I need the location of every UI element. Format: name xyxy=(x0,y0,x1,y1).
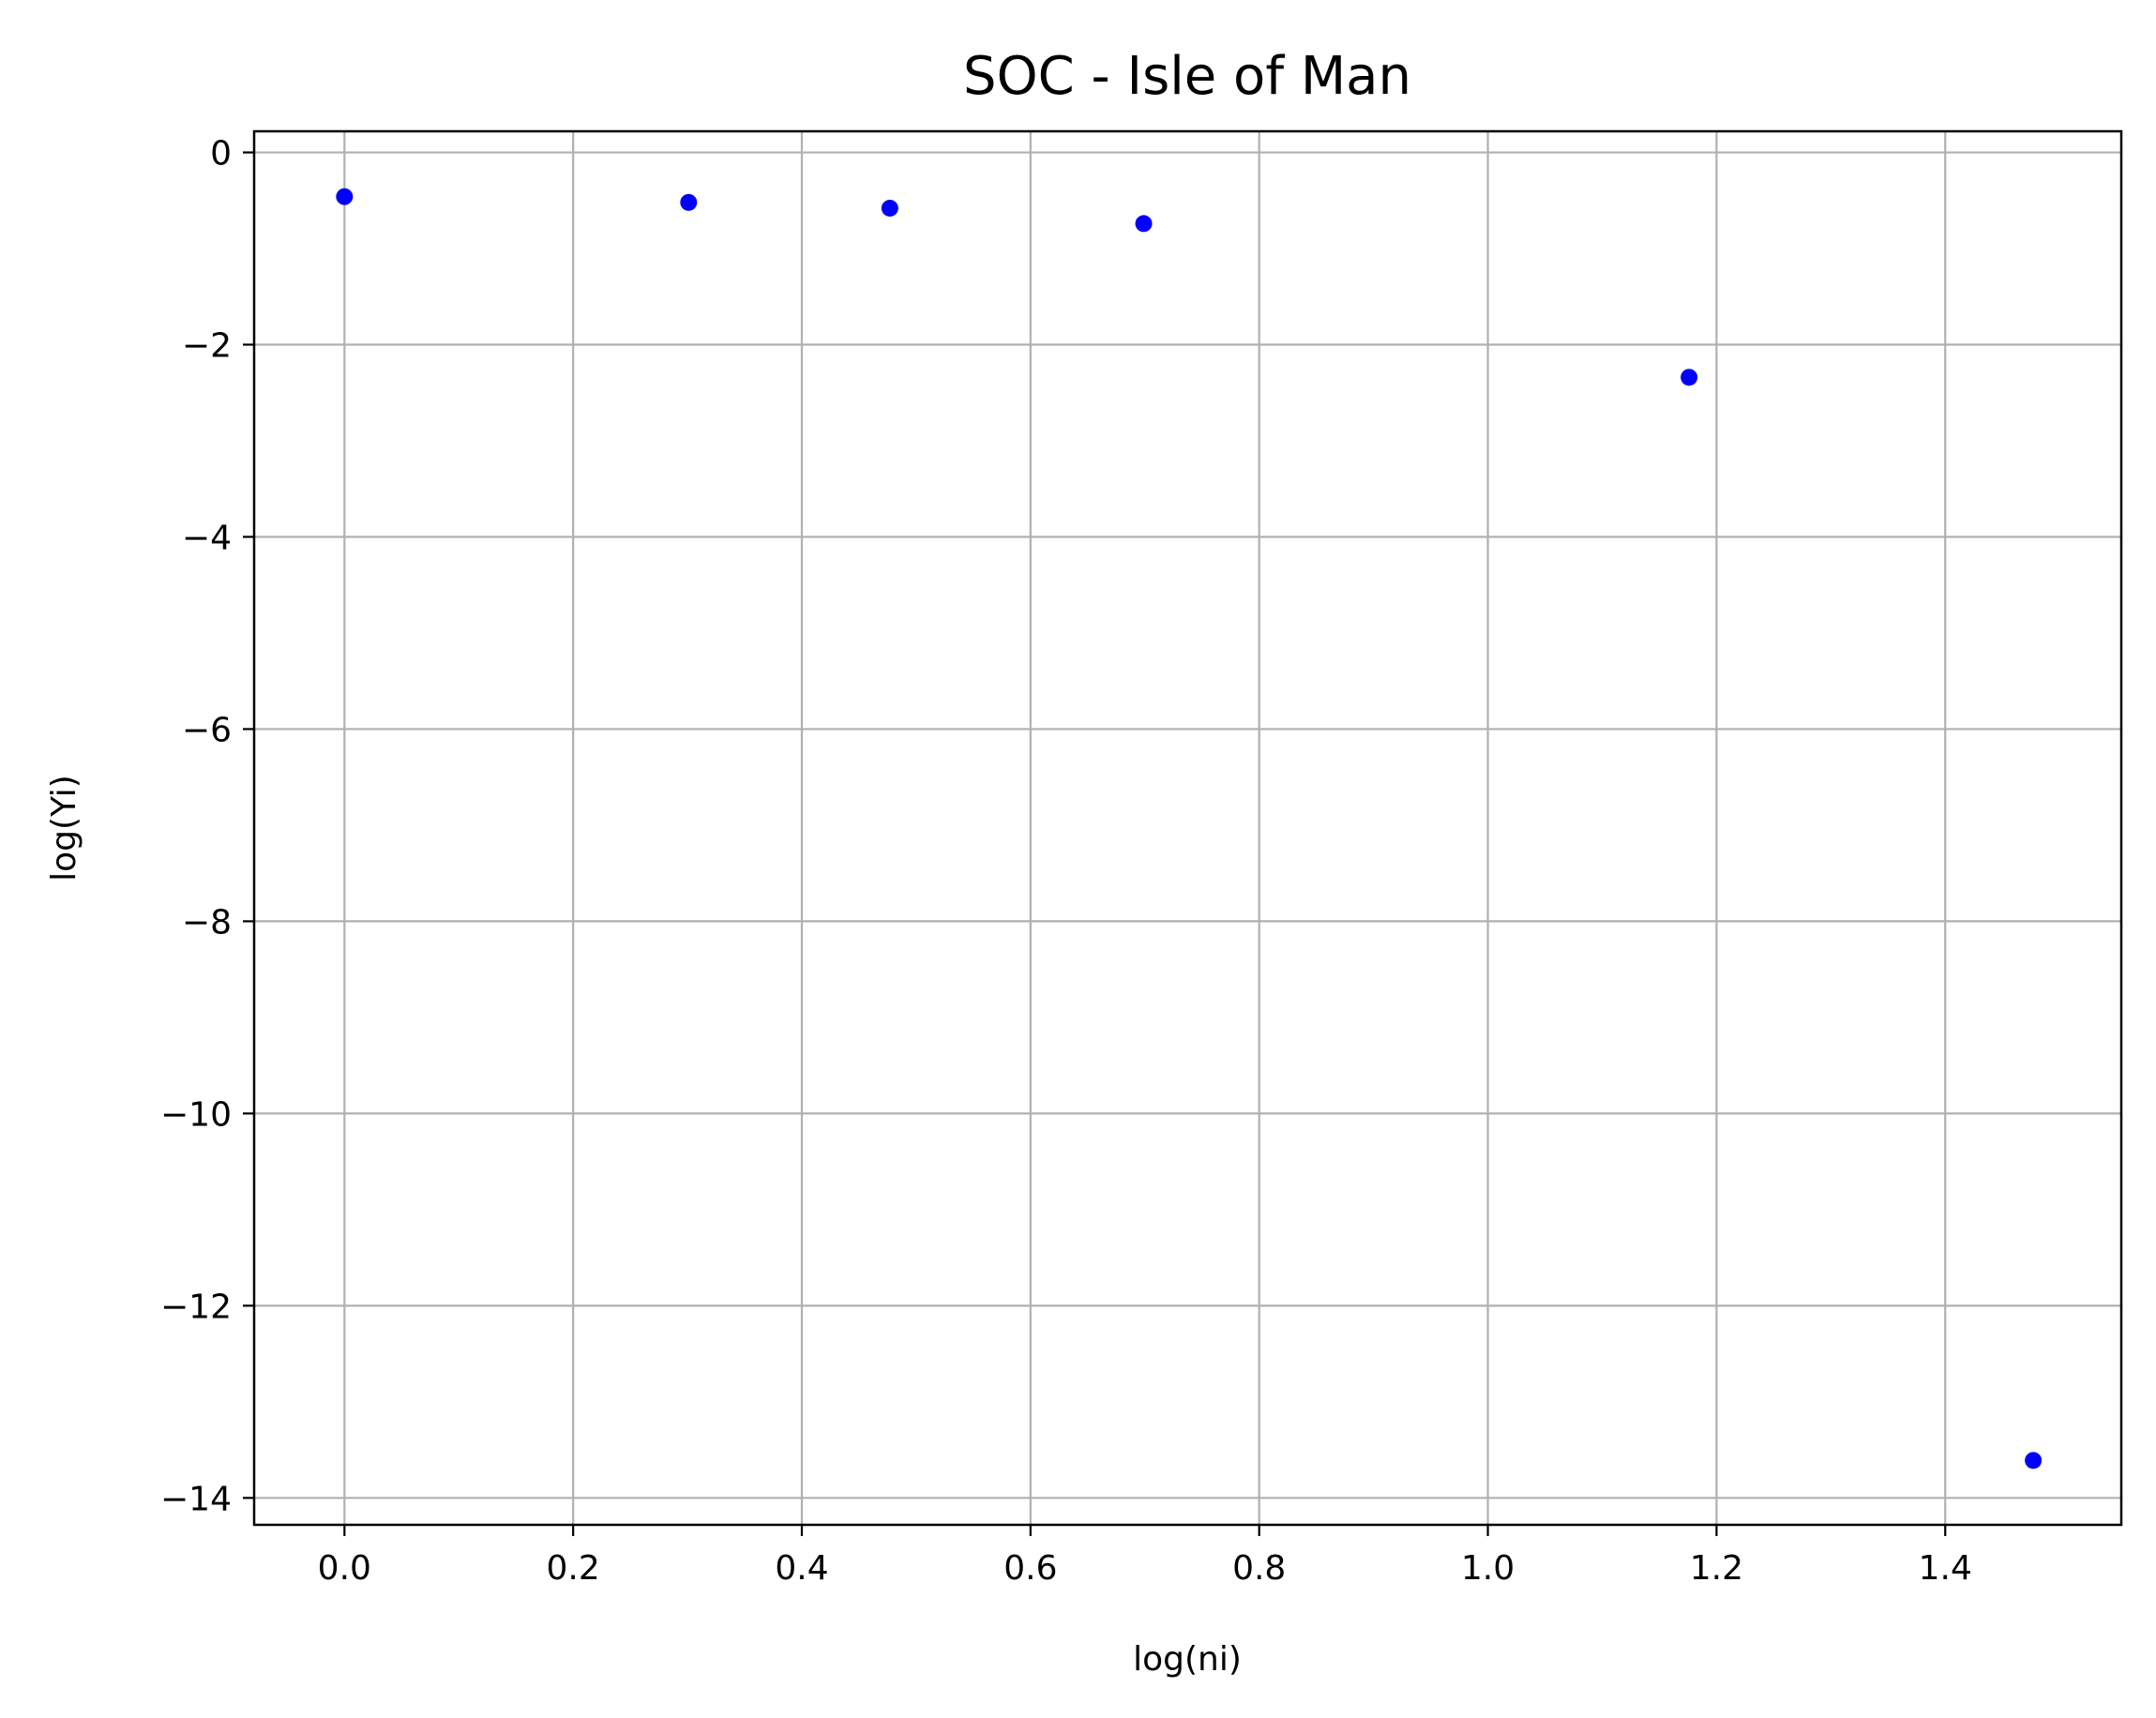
y-tick-label: 0 xyxy=(210,135,232,173)
y-tick-label: −14 xyxy=(160,1480,232,1518)
y-tick-label: −2 xyxy=(182,327,232,366)
x-tick-label: 1.0 xyxy=(1461,1549,1515,1588)
ticks: 0.0 0.2 0.4 0.6 0.8 1.0 1.2 1.4 0 −2 −4 −6 −8 −10 −12 −… xyxy=(160,135,1972,1588)
x-tick-label: 1.4 xyxy=(1919,1549,1972,1588)
x-tick-label: 0.4 xyxy=(775,1549,828,1588)
y-axis-label: log(Yi) xyxy=(45,775,83,882)
x-axis-label: log(ni) xyxy=(1133,1640,1242,1679)
y-tick-label: −4 xyxy=(182,519,232,557)
data-point xyxy=(1135,215,1153,233)
data-point xyxy=(2025,1452,2043,1469)
axes-frame xyxy=(252,129,2123,1527)
y-tick-label: −10 xyxy=(160,1095,232,1134)
y-tick-label: −8 xyxy=(182,903,232,942)
y-tick-label: −6 xyxy=(182,711,232,749)
chart-title: SOC - Isle of Man xyxy=(963,46,1411,107)
data-points xyxy=(336,188,2043,1469)
x-tick-label: 0.0 xyxy=(318,1549,371,1588)
x-tick-label: 0.8 xyxy=(1232,1549,1286,1588)
grid xyxy=(254,131,2121,1525)
x-tick-label: 0.2 xyxy=(547,1549,600,1588)
data-point xyxy=(881,199,898,217)
data-point xyxy=(680,193,698,211)
data-point xyxy=(336,188,354,205)
x-tick-label: 1.2 xyxy=(1690,1549,1743,1588)
data-point xyxy=(1681,369,1698,386)
x-tick-label: 0.6 xyxy=(1003,1549,1057,1588)
y-tick-label: −12 xyxy=(160,1288,232,1326)
